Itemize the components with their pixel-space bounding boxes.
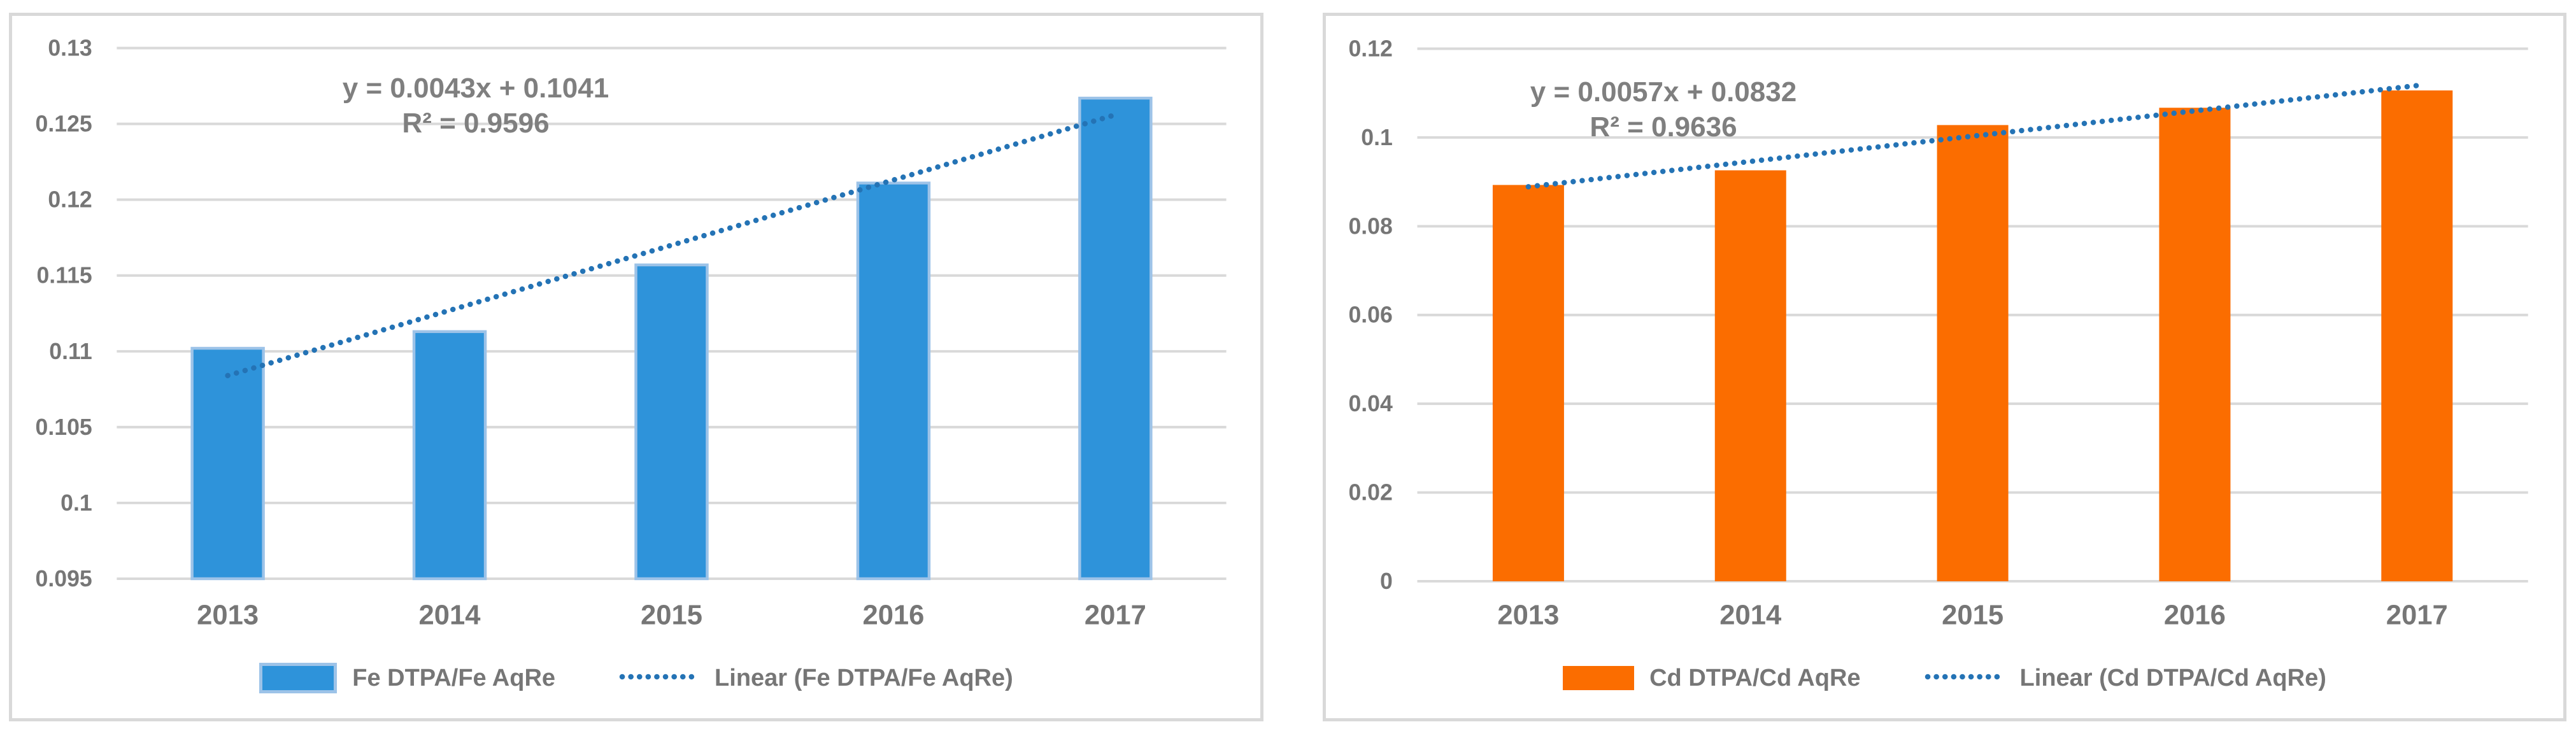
fe-r-squared-line: R² = 0.9596 xyxy=(402,108,550,139)
fe-equation-line: y = 0.0043x + 0.1041 xyxy=(342,73,609,104)
bar-2014 xyxy=(1714,170,1786,581)
x-category-label: 2014 xyxy=(419,600,481,630)
x-category-label: 2016 xyxy=(862,600,924,630)
trendline xyxy=(225,112,1118,379)
bar-2017 xyxy=(1078,96,1153,581)
cd-series-legend-label: Cd DTPA/Cd AqRe xyxy=(1649,664,1861,691)
x-category-label: 2015 xyxy=(1942,600,2003,630)
bar-2016 xyxy=(856,181,931,581)
y-tick-label: 0.06 xyxy=(1348,302,1392,328)
chart-panel-fe: 0.13 0.125 0.12 0.115 0.11 0.105 0.1 0.095 2013 2… xyxy=(9,13,1263,721)
fe-series-legend-item: Fe DTPA/Fe AqRe xyxy=(259,663,555,693)
y-tick-label: 0 xyxy=(1380,569,1393,594)
fe-trendline-legend-label: Linear (Fe DTPA/Fe AqRe) xyxy=(715,664,1013,691)
bar-2013 xyxy=(190,346,265,581)
y-tick-label: 0.115 xyxy=(36,263,92,288)
bar-2015 xyxy=(1937,125,2009,581)
bar-2013 xyxy=(1492,185,1564,581)
cd-r-squared-line: R² = 0.9636 xyxy=(1590,111,1737,143)
fe-legend: Fe DTPA/Fe AqRe Linear (Fe DTPA/Fe AqRe) xyxy=(12,660,1260,696)
x-category-label: 2017 xyxy=(1085,600,1146,630)
cd-bar-chart-plot: 0.12 0.1 0.08 0.06 0.04 0.02 0 2013 2014 2015 2016… xyxy=(1348,36,2528,630)
bar-2017 xyxy=(2381,90,2453,581)
y-tick-label: 0.105 xyxy=(36,414,92,440)
x-category-label: 2015 xyxy=(641,600,702,630)
cd-equation-line: y = 0.0057x + 0.0832 xyxy=(1530,76,1797,108)
bar-2016 xyxy=(2159,108,2231,581)
bar-2014 xyxy=(412,330,487,581)
bar-2015 xyxy=(634,263,709,581)
y-tick-label: 0.125 xyxy=(36,111,92,137)
y-tick-label: 0.1 xyxy=(60,490,92,516)
x-category-label: 2016 xyxy=(2164,600,2226,630)
fe-series-legend-label: Fe DTPA/Fe AqRe xyxy=(352,664,556,691)
fe-trendline-legend-item: Linear (Fe DTPA/Fe AqRe) xyxy=(619,665,1013,692)
x-category-label: 2017 xyxy=(2386,600,2448,630)
cd-trendline-legend-label: Linear (Cd DTPA/Cd AqRe) xyxy=(2019,664,2326,691)
cd-trend-equation: y = 0.0057x + 0.0832 R² = 0.9636 xyxy=(1530,74,1797,145)
chart-panel-cd: 0.12 0.1 0.08 0.06 0.04 0.02 0 2013 2014 2015 2016… xyxy=(1323,13,2566,721)
cd-series-legend-item: Cd DTPA/Cd AqRe xyxy=(1563,664,1861,692)
x-category-label: 2013 xyxy=(197,600,259,630)
y-tick-label: 0.04 xyxy=(1348,391,1393,416)
fe-bar-chart-plot: 0.13 0.125 0.12 0.115 0.11 0.105 0.1 0.095 2013 2… xyxy=(36,36,1227,630)
fe-trendline-swatch xyxy=(619,672,699,684)
cd-trendline-swatch xyxy=(1925,672,2005,684)
y-tick-label: 0.1 xyxy=(1361,125,1393,150)
y-tick-label: 0.095 xyxy=(36,566,92,591)
y-tick-label: 0.13 xyxy=(48,36,92,61)
x-category-label: 2013 xyxy=(1497,600,1559,630)
x-category-label: 2014 xyxy=(1719,600,1782,630)
fe-trend-equation: y = 0.0043x + 0.1041 R² = 0.9596 xyxy=(343,71,609,141)
cd-series-swatch xyxy=(1563,666,1635,690)
y-tick-label: 0.12 xyxy=(1348,36,1392,62)
y-tick-label: 0.11 xyxy=(49,339,92,364)
y-tick-label: 0.02 xyxy=(1348,480,1392,506)
y-tick-label: 0.08 xyxy=(1348,213,1392,239)
cd-trendline-legend-item: Linear (Cd DTPA/Cd AqRe) xyxy=(1925,665,2326,692)
cd-legend: Cd DTPA/Cd AqRe Linear (Cd DTPA/Cd AqRe) xyxy=(1326,660,2563,696)
fe-series-swatch xyxy=(259,663,338,693)
y-tick-label: 0.12 xyxy=(48,187,92,213)
